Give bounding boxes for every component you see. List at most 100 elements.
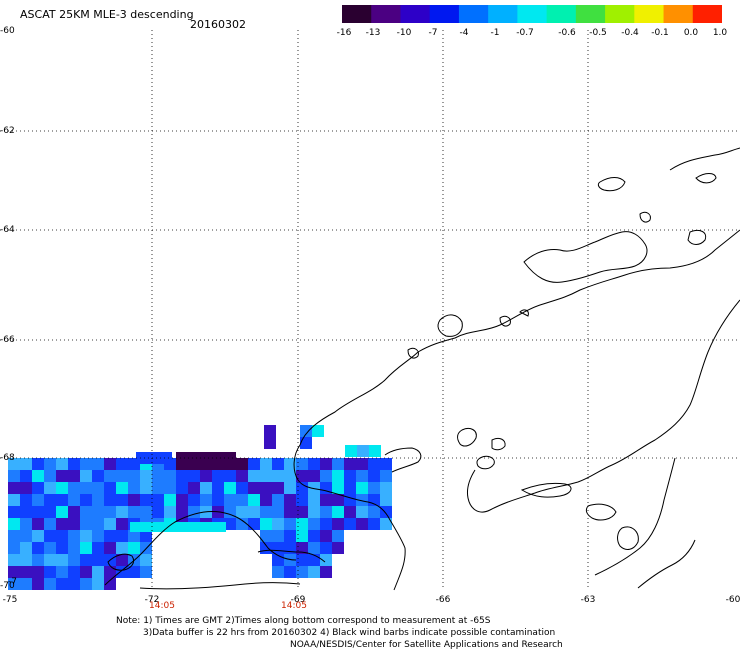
swath-cell — [296, 530, 308, 542]
swath-cell — [128, 494, 140, 506]
swath-cell — [80, 482, 92, 494]
x-tick-label: -60 — [725, 595, 740, 605]
swath-cell — [368, 482, 380, 494]
swath-cell — [20, 542, 32, 554]
small-island-3 — [407, 347, 419, 359]
east-shelf-2 — [585, 503, 617, 521]
swath-cell — [308, 554, 320, 566]
swath-cell — [104, 530, 116, 542]
swath-cell — [20, 578, 32, 590]
swath-cell — [212, 494, 224, 506]
x-tick-label: -66 — [435, 595, 451, 605]
swath-cell — [188, 470, 200, 482]
note-line-3: NOAA/NESDIS/Center for Satellite Applica… — [290, 640, 563, 650]
colorbar-label: -0.5 — [589, 28, 607, 38]
swath-cell — [308, 530, 320, 542]
swath-cell — [116, 506, 128, 518]
swath-cell — [92, 518, 104, 530]
colorbar-segment — [400, 5, 431, 23]
colorbar-segment — [488, 5, 518, 23]
note-line-2: 3)Data buffer is 22 hrs from 20160302 4)… — [143, 628, 556, 638]
swath-cell — [344, 470, 356, 482]
swath-cell — [32, 458, 44, 470]
swath-cell — [284, 530, 296, 542]
swath-cell — [116, 482, 128, 494]
swath-cell — [368, 506, 380, 518]
swath-cell — [176, 506, 188, 518]
swath-cell — [320, 506, 332, 518]
swath-cell — [92, 566, 104, 578]
swath-cell — [212, 452, 224, 464]
swath-cell — [44, 530, 56, 542]
swath-cell — [236, 518, 248, 530]
swath-cell — [272, 506, 284, 518]
colorbar-segment — [371, 5, 401, 23]
anvers-island — [437, 314, 463, 337]
small-island-2 — [519, 309, 529, 317]
swath-cell — [332, 494, 344, 506]
swath-cell — [56, 506, 68, 518]
swath-cell — [20, 554, 32, 566]
swath-cell — [142, 522, 154, 532]
colorbar-label: 0.0 — [683, 28, 699, 38]
colorbar-segment — [342, 5, 372, 23]
swath-cell — [308, 566, 320, 578]
swath-cell — [8, 566, 20, 578]
swath-cell — [296, 566, 308, 578]
swath-cell — [296, 470, 308, 482]
swath-cell — [128, 530, 140, 542]
swath-cell — [104, 458, 116, 470]
swath-cell — [320, 470, 332, 482]
swath-cell — [272, 542, 284, 554]
swath-cell — [8, 578, 20, 590]
swath-cell — [130, 522, 142, 532]
swath-cell — [300, 425, 312, 437]
swath-cell — [248, 494, 260, 506]
swath-cell — [188, 506, 200, 518]
swath-cell — [116, 518, 128, 530]
swath-cell — [308, 506, 320, 518]
y-tick-label: -60 — [0, 26, 15, 36]
swath-cell — [68, 566, 80, 578]
y-tick-label: -64 — [0, 225, 15, 235]
swath-cell — [312, 425, 324, 437]
swath-cell — [56, 494, 68, 506]
swath-cell — [224, 470, 236, 482]
swath-cell — [272, 494, 284, 506]
swath-cell — [332, 470, 344, 482]
swath-cell — [188, 494, 200, 506]
swath-cell — [92, 530, 104, 542]
swath-cell — [344, 494, 356, 506]
swath-cell — [152, 494, 164, 506]
swath-cell — [248, 458, 260, 470]
swath-cell — [320, 482, 332, 494]
swath-cell — [44, 458, 56, 470]
swath-cell — [68, 494, 80, 506]
swath-cell — [368, 470, 380, 482]
swath-cell — [20, 482, 32, 494]
east-upper — [669, 147, 740, 171]
swath-cell — [344, 458, 356, 470]
swath-cell — [356, 506, 368, 518]
swath-cell — [20, 506, 32, 518]
george-vi-sound — [384, 447, 422, 473]
swath-cell — [128, 470, 140, 482]
swath-cell — [140, 482, 152, 494]
coastline — [104, 147, 740, 591]
swath-cell — [368, 458, 380, 470]
swath-cell — [260, 542, 272, 554]
swath-cell — [200, 452, 212, 464]
swath-cell — [284, 482, 296, 494]
colorbar-segment — [458, 5, 489, 23]
colorbar-segment — [429, 5, 460, 23]
colorbar-segment — [663, 5, 694, 23]
swath-cell — [356, 518, 368, 530]
swath-cell — [369, 445, 381, 457]
swath-cell — [272, 530, 284, 542]
swath-cell — [68, 554, 80, 566]
swath-cell — [8, 542, 20, 554]
swath-cell — [44, 470, 56, 482]
swath-cell — [32, 530, 44, 542]
swath-cell — [68, 530, 80, 542]
swath-cell — [260, 530, 272, 542]
